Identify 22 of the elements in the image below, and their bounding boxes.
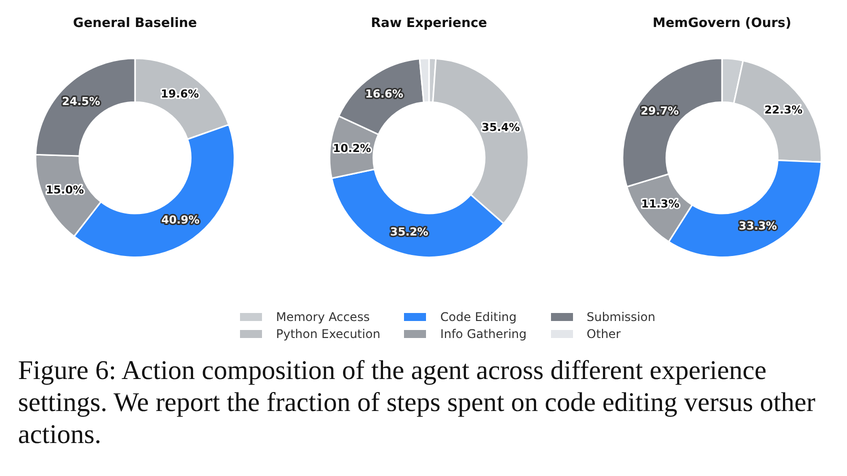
chart-title: Raw Experience — [370, 16, 488, 32]
chart-title: MemGovern (Ours) — [652, 16, 792, 32]
chart-title: General Baseline — [73, 16, 198, 32]
data-label: 15.0% — [46, 184, 84, 197]
data-label: 33.3% — [738, 219, 777, 232]
legend-label: Submission — [586, 310, 656, 324]
data-label: 35.4% — [482, 121, 520, 134]
data-label: 35.2% — [390, 226, 428, 239]
data-label: 24.5% — [62, 94, 100, 108]
data-label: 29.7% — [640, 104, 679, 118]
caption: Figure 6: Action composition of the agent across different experience settings. We report the fraction of steps spent on code editing versus other actions. — [18, 354, 816, 450]
data-label: 40.9% — [161, 214, 200, 227]
legend-label: Python Execution — [276, 326, 380, 340]
data-label: 16.6% — [365, 87, 404, 100]
data-label: 22.3% — [764, 103, 803, 116]
data-label: 19.6% — [160, 87, 199, 100]
legend-label: Memory Access — [276, 310, 370, 324]
legend-label: Other — [586, 326, 621, 340]
legend-label: Info Gathering — [440, 326, 527, 340]
legend-label: Code Editing — [440, 310, 517, 324]
data-label: 11.3% — [641, 198, 680, 211]
data-label: 10.2% — [332, 142, 372, 155]
